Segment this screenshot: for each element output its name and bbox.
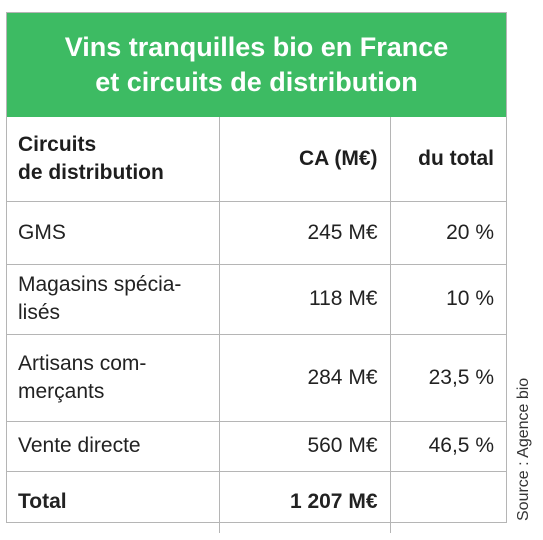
cell-share: 23,5 % <box>390 334 506 422</box>
total-row: Total 1 207 M€ <box>7 471 506 533</box>
table-title: Vins tranquilles bio en France et circui… <box>7 13 506 117</box>
cell-circuit: Magasins spécia- lisés <box>7 264 220 335</box>
table-row: GMS 245 M€ 20 % <box>7 201 506 265</box>
cell-share: 10 % <box>390 264 506 335</box>
column-header-ca: CA (M€) <box>219 117 391 202</box>
source-note: Source : Agence bio <box>515 377 532 521</box>
cell-ca: 284 M€ <box>219 334 391 422</box>
cell-total-label: Total <box>7 471 220 533</box>
title-text: Vins tranquilles bio en France et circui… <box>64 32 449 97</box>
cell-total-ca: 1 207 M€ <box>219 471 391 533</box>
cell-share: 20 % <box>390 201 506 265</box>
cell-circuit: GMS <box>7 201 220 265</box>
table-row: Magasins spécia- lisés 118 M€ 10 % <box>7 264 506 335</box>
table-row: Vente directe 560 M€ 46,5 % <box>7 421 506 472</box>
column-header-circuits: Circuits de distribution <box>7 117 220 202</box>
cell-share: 46,5 % <box>390 421 506 472</box>
cell-ca: 560 M€ <box>219 421 391 472</box>
cell-ca: 118 M€ <box>219 264 391 335</box>
table-frame: Vins tranquilles bio en France et circui… <box>6 12 507 533</box>
cell-circuit: Artisans com- merçants <box>7 334 220 422</box>
cell-circuit: Vente directe <box>7 421 220 472</box>
table-row: Artisans com- merçants 284 M€ 23,5 % <box>7 334 506 422</box>
column-header-share: du total <box>390 117 506 202</box>
cell-ca: 245 M€ <box>219 201 391 265</box>
header-row: Circuits de distribution CA (M€) du tota… <box>7 117 506 202</box>
distribution-table: Circuits de distribution CA (M€) du tota… <box>7 117 506 533</box>
cell-total-share <box>390 471 506 533</box>
